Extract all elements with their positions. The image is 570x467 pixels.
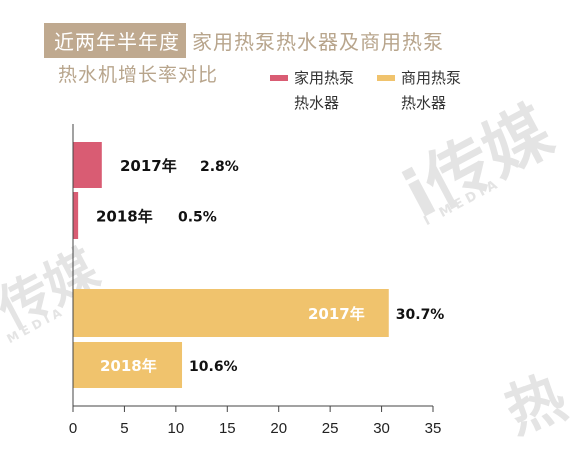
x-tick-label: 15	[219, 420, 236, 437]
legend-item-commercial: 商用热泵 热水器	[377, 66, 465, 116]
chart-title-line2: 热水机增长率对比	[58, 64, 219, 86]
chart-title-rest: 家用热泵热水器及商用热泵	[192, 29, 444, 54]
bar-value-label: 2.8%	[200, 159, 239, 175]
bar-household-2017	[73, 142, 102, 188]
bar-category-label: 2018年	[96, 208, 153, 226]
x-tick-label: 5	[120, 420, 128, 437]
x-tick-label: 30	[373, 420, 390, 437]
bar-value-label: 10.6%	[189, 359, 238, 375]
x-tick-label: 0	[69, 420, 77, 437]
chart-title: 近两年半年度 家用热泵热水器及商用热泵	[44, 22, 444, 58]
x-tick-label: 35	[425, 420, 442, 437]
legend-item-household: 家用热泵 热水器	[270, 66, 358, 116]
bar-value-label: 0.5%	[178, 210, 217, 226]
x-tick-label: 20	[270, 420, 287, 437]
x-tick-label: 10	[168, 420, 185, 437]
bar-commercial-2017	[73, 289, 389, 337]
legend-swatch-commercial	[377, 75, 395, 81]
bar-category-label: 2017年	[120, 157, 177, 175]
x-tick-label: 25	[322, 420, 339, 437]
legend-label-commercial: 商用热泵 热水器	[401, 69, 462, 112]
legend-swatch-household	[270, 75, 288, 81]
legend-label-household: 家用热泵 热水器	[294, 69, 355, 112]
bar-household-2018	[73, 192, 79, 239]
bar-value-label: 30.7%	[396, 307, 445, 323]
bar-commercial-2018	[73, 342, 183, 388]
bar-category-label: 2017年	[308, 305, 365, 323]
chart-title-highlight: 近两年半年度	[44, 22, 186, 58]
bar-category-label: 2018年	[100, 357, 157, 375]
